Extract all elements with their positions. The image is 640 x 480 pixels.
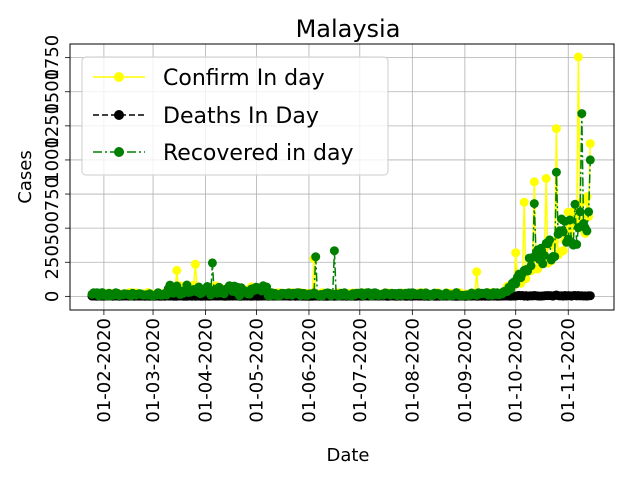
- series-point: [582, 226, 592, 236]
- series-point: [585, 291, 595, 301]
- series-point: [511, 248, 521, 258]
- series-point: [519, 197, 529, 207]
- series-point: [573, 52, 583, 62]
- x-tick-label: 01-04-2020: [196, 318, 217, 423]
- y-tick-label: 750: [42, 177, 63, 211]
- y-tick-label: 250: [42, 245, 63, 279]
- series-point: [526, 261, 536, 271]
- legend: Confirm In day Deaths In Day Recovered i…: [81, 56, 389, 176]
- series-point: [529, 199, 539, 209]
- series-point: [262, 282, 272, 292]
- y-tick-label: 1250: [42, 103, 63, 149]
- series-point: [558, 227, 568, 237]
- series-point: [190, 259, 200, 269]
- y-axis-label: Cases: [15, 150, 36, 203]
- x-tick-label: 01-02-2020: [94, 318, 115, 423]
- x-tick-label: 01-06-2020: [299, 318, 320, 423]
- legend-label-confirm: Confirm In day: [163, 66, 325, 91]
- series-point: [558, 246, 568, 256]
- plot-frame: [69, 43, 615, 311]
- y-tick-label: 1750: [42, 35, 63, 81]
- x-tick-label: 01-09-2020: [455, 318, 476, 423]
- legend-label-recovered: Recovered in day: [163, 141, 354, 166]
- series-point: [538, 259, 548, 269]
- x-tick-label: 01-11-2020: [558, 318, 579, 423]
- x-tick-label: 01-08-2020: [402, 318, 423, 423]
- y-tick-label: 1500: [42, 69, 63, 115]
- series-point: [182, 280, 192, 290]
- x-tick-label: 01-10-2020: [506, 318, 527, 423]
- series-point: [550, 252, 560, 262]
- series-point: [575, 207, 585, 217]
- series-point: [545, 235, 555, 245]
- series-point: [572, 239, 582, 249]
- x-axis-label: Date: [326, 445, 369, 466]
- series-point: [541, 173, 551, 183]
- series-point: [540, 251, 549, 260]
- series-point: [207, 258, 217, 268]
- legend-marker-confirm: [114, 72, 124, 82]
- series-point: [565, 215, 575, 225]
- legend-label-deaths: Deaths In Day: [163, 104, 319, 129]
- series-point: [172, 265, 182, 275]
- series-point: [585, 155, 595, 165]
- x-tick-label: 01-07-2020: [350, 318, 371, 423]
- series-point: [529, 177, 539, 187]
- series-point: [577, 109, 587, 119]
- legend-marker-recovered: [114, 147, 124, 157]
- x-tick-label: 01-05-2020: [246, 318, 267, 423]
- x-tick-label: 01-03-2020: [143, 318, 164, 423]
- series-point: [570, 199, 580, 209]
- series-point: [584, 207, 594, 217]
- chart-title: Malaysia: [296, 15, 401, 43]
- series-point: [329, 246, 339, 256]
- x-ticks: 01-02-2020 01-03-2020 01-04-2020 01-05-2020…: [94, 310, 579, 423]
- y-tick-label: 0: [42, 291, 63, 302]
- series-point: [551, 124, 561, 134]
- series-point: [551, 167, 561, 177]
- series-point: [311, 252, 321, 262]
- y-tick-label: 1000: [42, 137, 63, 183]
- y-tick-label: 500: [42, 211, 63, 245]
- legend-box: [81, 56, 389, 176]
- series-layer: [87, 52, 595, 301]
- series-point: [585, 139, 595, 149]
- legend-marker-deaths: [114, 110, 124, 120]
- series-point: [472, 267, 482, 277]
